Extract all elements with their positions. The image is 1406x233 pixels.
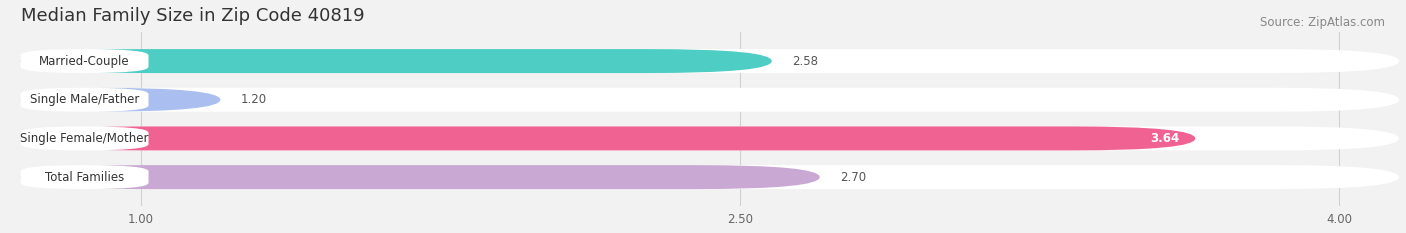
Text: Total Families: Total Families — [45, 171, 124, 184]
FancyBboxPatch shape — [21, 49, 1399, 73]
Text: 2.70: 2.70 — [839, 171, 866, 184]
FancyBboxPatch shape — [21, 88, 149, 112]
Text: Married-Couple: Married-Couple — [39, 55, 129, 68]
FancyBboxPatch shape — [21, 127, 149, 151]
Text: Single Female/Mother: Single Female/Mother — [20, 132, 149, 145]
FancyBboxPatch shape — [21, 49, 772, 73]
Text: 1.20: 1.20 — [240, 93, 267, 106]
FancyBboxPatch shape — [21, 165, 1399, 189]
FancyBboxPatch shape — [21, 165, 149, 189]
Text: Source: ZipAtlas.com: Source: ZipAtlas.com — [1260, 16, 1385, 29]
FancyBboxPatch shape — [21, 127, 1195, 151]
Text: Single Male/Father: Single Male/Father — [30, 93, 139, 106]
FancyBboxPatch shape — [21, 49, 149, 73]
FancyBboxPatch shape — [21, 165, 820, 189]
Text: 2.58: 2.58 — [792, 55, 818, 68]
FancyBboxPatch shape — [21, 127, 1399, 151]
Text: 3.64: 3.64 — [1150, 132, 1180, 145]
FancyBboxPatch shape — [21, 88, 221, 112]
FancyBboxPatch shape — [21, 88, 1399, 112]
Text: Median Family Size in Zip Code 40819: Median Family Size in Zip Code 40819 — [21, 7, 364, 25]
